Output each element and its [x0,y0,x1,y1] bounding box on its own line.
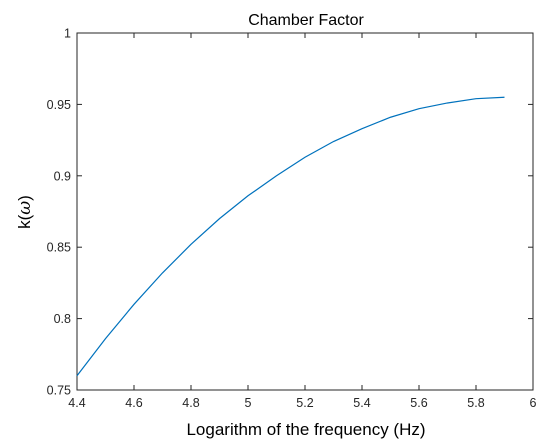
x-tick-label: 4.6 [125,396,142,410]
x-tick-label: 5.6 [410,396,427,410]
y-axis-title: k(ω) [15,195,35,229]
y-tick-label: 0.95 [47,98,71,112]
x-tick-label: 4.4 [68,396,85,410]
y-tick-label: 1 [64,27,71,41]
y-tick-label: 0.75 [47,384,71,398]
plot-area: 4.4 4.6 4.8 5 5.2 5.4 5.6 5.8 6 0.750.80.850.90.… [47,27,537,411]
x-axis: 4.4 4.6 4.8 5 5.2 5.4 5.6 5.8 6 [68,33,537,410]
x-tick-label: 4.8 [182,396,199,410]
x-tick-label: 5 [245,396,252,410]
plot-box [76,32,534,391]
y-axis: 0.75 0.8 0.85 0.9 0.95 1 [47,27,533,398]
x-tick-label: 6 [530,396,537,410]
y-tick-label: 0.8 [54,312,71,326]
y-axis-title-symbol: ω [15,201,35,215]
y-axis-title-main: k( [15,214,34,229]
y-tick-label: 0.9 [54,169,71,183]
chart-title: Chamber Factor [248,12,364,29]
x-tick-label: 5.4 [353,396,370,410]
x-axis-title: Logarithm of the frequency (Hz) [186,420,425,439]
series-line [76,96,505,377]
x-tick-label: 5.2 [296,396,313,410]
y-axis-title-close: ) [15,195,34,201]
x-tick-label: 5.8 [467,396,484,410]
y-tick-label: 0.85 [47,241,71,255]
